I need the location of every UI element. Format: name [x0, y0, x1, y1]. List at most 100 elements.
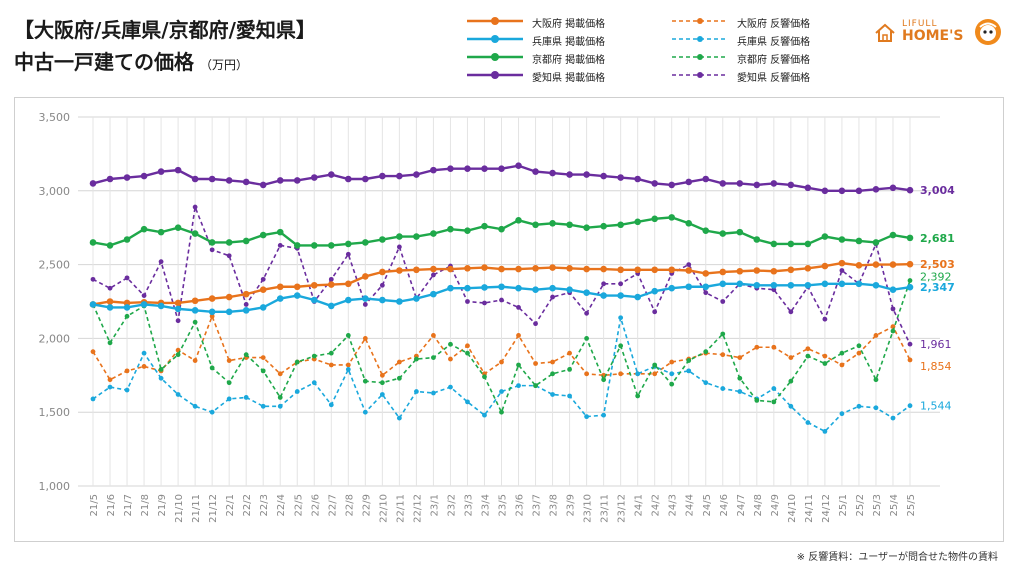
data-point [686, 262, 692, 267]
legend-label: 大阪府 掲載価格 [532, 19, 606, 30]
data-point [634, 293, 641, 301]
legend-label: 兵庫県 反響価格 [737, 37, 811, 48]
data-point [89, 239, 97, 246]
x-tick-label: 24/4 [685, 494, 696, 516]
data-point [90, 349, 96, 355]
data-point [516, 305, 521, 310]
data-point [106, 304, 114, 311]
data-point [106, 298, 114, 305]
data-point [839, 268, 845, 273]
house-icon [875, 23, 895, 42]
data-point [413, 295, 420, 302]
data-point [754, 397, 760, 403]
legend-swatch [467, 17, 523, 25]
data-point [720, 386, 726, 391]
data-point [447, 284, 454, 292]
legend-swatch [467, 35, 523, 43]
data-point [567, 350, 572, 356]
data-point [345, 240, 352, 248]
data-point [431, 333, 436, 338]
data-point [736, 180, 744, 187]
data-point [804, 264, 812, 272]
data-point [242, 290, 250, 298]
data-point [737, 375, 743, 381]
x-tick-label: 21/9 [157, 494, 168, 516]
data-point [804, 240, 812, 248]
data-point [158, 375, 164, 381]
data-point [668, 266, 676, 274]
data-point [498, 265, 505, 273]
data-point [532, 264, 539, 272]
data-point [549, 219, 556, 227]
data-point [294, 389, 300, 394]
data-point [583, 265, 590, 273]
data-point [771, 287, 777, 293]
lifull-homes-logo: LIFULL HOME'S [874, 18, 1004, 48]
data-point [106, 242, 114, 249]
x-tick-label: 23/12 [617, 494, 628, 523]
data-point [634, 266, 641, 274]
x-tick-label: 21/6 [106, 494, 117, 516]
data-point [600, 222, 607, 230]
data-point [771, 386, 777, 391]
data-point [208, 295, 216, 302]
data-point [209, 409, 215, 415]
data-point [327, 242, 335, 249]
data-point [243, 352, 249, 358]
data-point [430, 290, 437, 298]
legend-swatch [467, 53, 523, 61]
x-tick-label: 24/12 [821, 494, 832, 523]
data-point [601, 412, 607, 418]
data-point [174, 299, 182, 307]
data-point [635, 371, 641, 377]
data-point [345, 366, 351, 372]
data-point [396, 375, 402, 381]
data-point [191, 297, 199, 305]
x-tick-label: 22/2 [242, 494, 253, 516]
data-point [804, 281, 812, 289]
data-point [787, 181, 795, 189]
data-point [601, 377, 607, 383]
data-point [600, 265, 607, 273]
data-point [686, 368, 692, 374]
data-point [736, 228, 744, 236]
data-point [277, 403, 283, 409]
data-point [805, 353, 811, 359]
data-point [413, 171, 420, 178]
x-tick-label: 23/11 [600, 494, 611, 523]
data-point [839, 411, 845, 417]
data-point [686, 358, 692, 363]
data-point [191, 230, 199, 237]
data-point [889, 261, 897, 268]
data-point [584, 414, 590, 420]
data-point [277, 395, 283, 400]
data-point [107, 377, 113, 383]
end-value-label: 1,544 [920, 400, 952, 413]
data-point [226, 358, 232, 363]
data-point [856, 350, 862, 356]
data-point [242, 237, 250, 245]
data-point [669, 359, 675, 365]
data-point [311, 380, 317, 386]
data-point [753, 267, 761, 274]
data-point [430, 166, 437, 174]
data-point [856, 343, 862, 349]
data-point [737, 389, 743, 394]
data-point [889, 184, 897, 192]
y-tick-label: 2,000 [39, 332, 71, 345]
data-point [515, 284, 522, 292]
data-point [516, 362, 521, 368]
data-point [107, 384, 113, 390]
logo-bottom-text: HOME'S [902, 28, 964, 44]
data-point [311, 353, 317, 359]
data-point [651, 180, 658, 187]
data-point [668, 284, 676, 292]
data-point [737, 355, 743, 360]
data-point [600, 292, 607, 299]
data-point [651, 215, 658, 223]
data-point [482, 300, 487, 306]
x-tick-label: 22/9 [361, 494, 372, 516]
data-point [447, 225, 454, 233]
data-point [277, 243, 283, 248]
data-point [890, 415, 896, 421]
